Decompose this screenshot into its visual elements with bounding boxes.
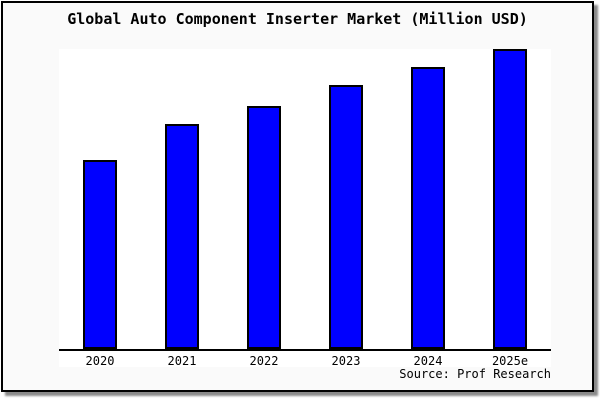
source-note: Source: Prof Research [399,367,551,381]
bar-2025e [493,49,527,349]
bar-2024 [411,67,445,349]
x-tick-label-2021: 2021 [167,354,197,368]
bar-2022 [247,106,281,349]
x-tick-label-2023: 2023 [331,354,361,368]
chart-title: Global Auto Component Inserter Market (M… [67,10,528,28]
x-tick-label-2020: 2020 [85,354,115,368]
x-tick-label-2025e: 2025e [491,354,529,368]
chart-card: Global Auto Component Inserter Market (M… [1,1,594,392]
bar-2023 [329,85,363,349]
bar-2021 [165,124,199,349]
plot-area [59,49,551,351]
x-tick-label-2024: 2024 [413,354,443,368]
bar-2020 [83,160,117,349]
plot-panel: 2020 2021 2022 2023 2024 2025e [59,49,551,368]
x-tick-label-2022: 2022 [249,354,279,368]
